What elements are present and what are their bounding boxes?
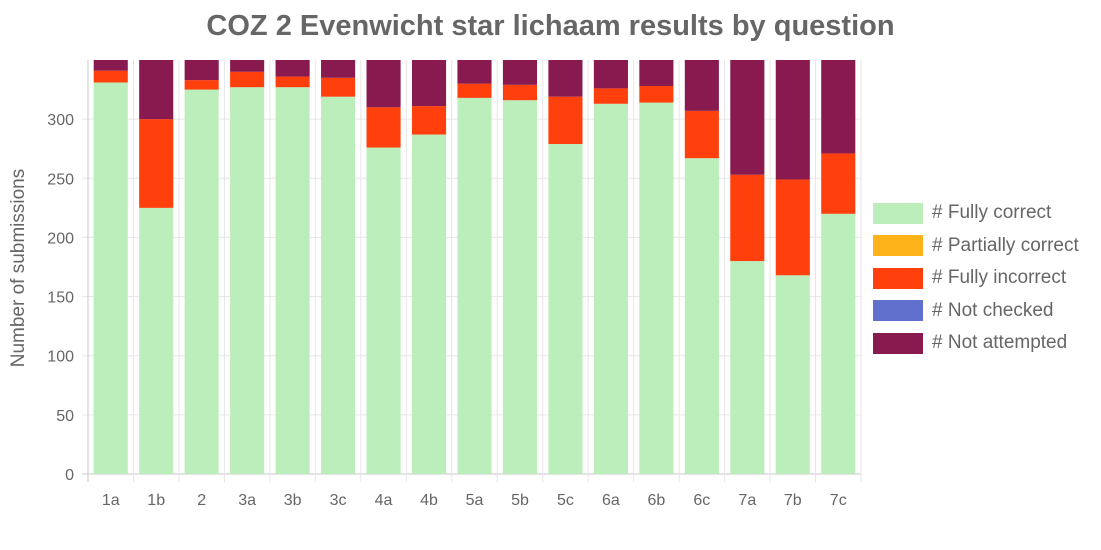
bar-segment: [730, 174, 765, 262]
bar-segment: [730, 261, 765, 474]
bar-segment: [548, 60, 583, 97]
bar-segment: [639, 60, 674, 87]
legend-swatch: [873, 235, 923, 257]
y-tick-label: 0: [65, 467, 74, 484]
x-tick-label: 7a: [738, 492, 756, 509]
legend-label: # Fully incorrect: [932, 267, 1067, 289]
bar-segment: [411, 134, 447, 474]
bar-segment: [548, 96, 583, 144]
x-tick-label: 5c: [557, 492, 574, 509]
y-tick-label: 250: [47, 171, 74, 188]
bars: [93, 60, 856, 475]
x-tick-label: 4a: [375, 492, 393, 509]
x-tick-label: 4b: [420, 492, 438, 509]
bar-segment: [139, 207, 174, 474]
y-tick-label: 300: [47, 112, 74, 129]
x-tick-label: 5a: [466, 492, 484, 509]
bar-segment: [93, 60, 128, 71]
bar-segment: [93, 70, 128, 83]
bar-segment: [502, 84, 538, 101]
bar-segment: [230, 87, 265, 474]
bar-segment: [457, 83, 492, 98]
bar-segment: [139, 60, 174, 120]
axes: 0 50 100 150 200 250 300 1a 1b 2 3a 3b 3c 4a 4b 5a 5b 5c 6…: [47, 112, 846, 509]
x-tick-label: 3c: [330, 492, 347, 509]
bar-segment: [502, 60, 538, 85]
bar-segment: [366, 147, 401, 474]
bar-segment: [593, 103, 628, 474]
y-tick-label: 50: [56, 408, 74, 425]
legend-swatch: [873, 267, 923, 289]
x-tick-label: 3a: [238, 492, 256, 509]
legend-label: # Not checked: [932, 299, 1054, 321]
legend-item[interactable]: # Fully correct: [873, 197, 1079, 230]
x-tick-label: 2: [197, 492, 206, 509]
bar-segment: [684, 110, 719, 159]
bar-segment: [684, 60, 719, 111]
bar-segment: [366, 107, 401, 148]
bar-segment: [821, 60, 856, 154]
bar-segment: [411, 60, 447, 107]
bar-segment: [230, 60, 265, 72]
bar-segment: [457, 60, 492, 84]
bar-segment: [730, 60, 765, 175]
bar-segment: [184, 60, 219, 81]
bar-segment: [639, 102, 674, 474]
x-tick-label: 1a: [102, 492, 120, 509]
legend-swatch: [873, 300, 923, 322]
bar-segment: [548, 143, 583, 475]
bar-segment: [775, 179, 810, 276]
x-tick-label: 6a: [602, 492, 620, 509]
legend-item[interactable]: # Fully incorrect: [873, 262, 1079, 295]
legend-item[interactable]: # Partially correct: [873, 230, 1079, 263]
bar-segment: [230, 71, 265, 88]
bar-segment: [275, 87, 310, 474]
legend-swatch: [873, 332, 923, 354]
bar-segment: [411, 106, 447, 135]
x-tick-label: 6c: [693, 492, 710, 509]
bar-segment: [775, 60, 810, 180]
bar-segment: [184, 80, 219, 90]
bar-segment: [684, 158, 719, 475]
bar-segment: [321, 96, 356, 474]
bar-segment: [184, 89, 219, 475]
x-tick-label: 3b: [284, 492, 302, 509]
legend: # Fully correct # Partially correct # Full…: [873, 197, 1079, 360]
x-tick-label: 7b: [784, 492, 802, 509]
bar-segment: [593, 60, 628, 89]
bar-segment: [275, 76, 310, 88]
bar-segment: [321, 77, 356, 97]
x-tick-label: 5b: [511, 492, 529, 509]
x-tick-label: 6b: [647, 492, 665, 509]
y-tick-label: 100: [47, 349, 74, 366]
bar-segment: [821, 153, 856, 214]
bar-segment: [321, 60, 356, 78]
x-tick-label: 1b: [147, 492, 165, 509]
bar-segment: [139, 119, 174, 208]
bar-segment: [366, 60, 401, 108]
legend-item[interactable]: # Not attempted: [873, 327, 1079, 360]
legend-label: # Fully correct: [932, 202, 1052, 224]
x-tick-label: 7c: [830, 492, 847, 509]
y-tick-label: 150: [47, 290, 74, 307]
bar-segment: [639, 86, 674, 103]
legend-swatch: [873, 202, 923, 224]
legend-label: # Partially correct: [932, 234, 1079, 256]
legend-label: # Not attempted: [932, 332, 1068, 354]
y-axis-label: Number of submissions: [8, 169, 29, 368]
bar-segment: [502, 100, 538, 475]
bar-segment: [457, 97, 492, 474]
chart-title: COZ 2 Evenwicht star lichaam results by …: [206, 10, 895, 42]
bar-segment: [775, 275, 810, 474]
bar-segment: [93, 82, 128, 474]
legend-item[interactable]: # Not checked: [873, 295, 1079, 328]
bar-segment: [593, 88, 628, 104]
y-tick-label: 200: [47, 230, 74, 247]
bar-segment: [275, 60, 310, 77]
bar-segment: [821, 213, 856, 474]
